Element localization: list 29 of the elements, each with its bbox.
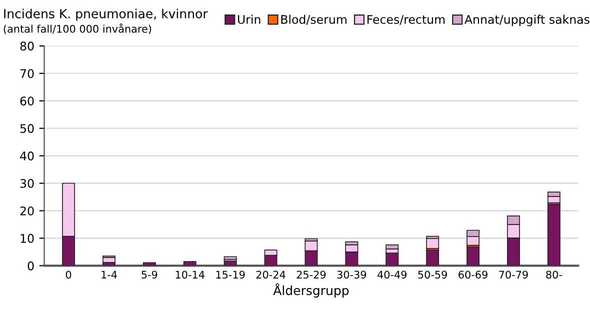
y-tick-label: 20 [20, 206, 34, 216]
y-tick-label: 50 [20, 124, 34, 133]
legend-label: Feces/rectum [367, 15, 445, 25]
y-tick-label: 70 [20, 69, 34, 78]
x-tick-label: 70-79 [499, 270, 528, 279]
y-tick-label: 0 [28, 261, 34, 270]
chart-subtitle: (antal fall/100 000 invånare) [4, 23, 152, 34]
y-tick-label: 80 [20, 42, 34, 51]
y-tick-label: 10 [20, 234, 34, 243]
chart-title: Incidens K. pneumoniae, kvinnor [4, 8, 208, 21]
x-tick-label: 10-14 [176, 270, 204, 279]
legend-label: Blod/serum [281, 14, 346, 25]
x-tick-label: 40-49 [378, 270, 407, 279]
x-tick-label: 20-24 [256, 270, 286, 279]
x-tick-label: 5-9 [142, 270, 158, 279]
x-tick-label: 50-59 [418, 270, 447, 279]
x-tick-label: 1-4 [102, 270, 117, 278]
x-axis-title: Åldersgrupp [273, 283, 349, 298]
x-tick-label: 15-19 [216, 270, 245, 279]
legend-label: Urin [238, 14, 260, 24]
legend-label: Annat/uppgift saknas [464, 14, 590, 26]
x-tick-label: 30-39 [337, 270, 366, 279]
x-tick-label: 80- [546, 270, 562, 279]
x-tick-label: 0 [66, 270, 72, 279]
x-tick-label: 60-69 [458, 270, 488, 279]
y-tick-label: 40 [20, 152, 34, 160]
x-tick-label: 25-29 [296, 270, 326, 279]
y-tick-label: 30 [20, 178, 34, 188]
y-tick-label: 60 [20, 96, 34, 106]
